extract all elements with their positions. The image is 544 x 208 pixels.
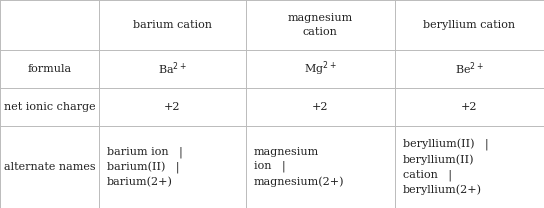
Text: net ionic charge: net ionic charge: [4, 102, 95, 112]
Text: alternate names: alternate names: [4, 162, 95, 172]
Text: Mg$^{2+}$: Mg$^{2+}$: [304, 60, 337, 78]
Text: beryllium(II)   |
beryllium(II)
cation   |
beryllium(2+): beryllium(II) | beryllium(II) cation | b…: [403, 139, 489, 195]
Text: beryllium cation: beryllium cation: [423, 20, 516, 30]
Text: barium cation: barium cation: [133, 20, 212, 30]
Text: Be$^{2+}$: Be$^{2+}$: [455, 61, 484, 77]
Text: barium ion   |
barium(II)   |
barium(2+): barium ion | barium(II) | barium(2+): [107, 146, 183, 188]
Text: Ba$^{2+}$: Ba$^{2+}$: [158, 61, 187, 77]
Text: magnesium
cation: magnesium cation: [288, 13, 353, 37]
Text: magnesium
ion   |
magnesium(2+): magnesium ion | magnesium(2+): [254, 147, 344, 187]
Text: +2: +2: [461, 102, 478, 112]
Text: +2: +2: [164, 102, 181, 112]
Text: +2: +2: [312, 102, 329, 112]
Text: formula: formula: [27, 64, 72, 74]
